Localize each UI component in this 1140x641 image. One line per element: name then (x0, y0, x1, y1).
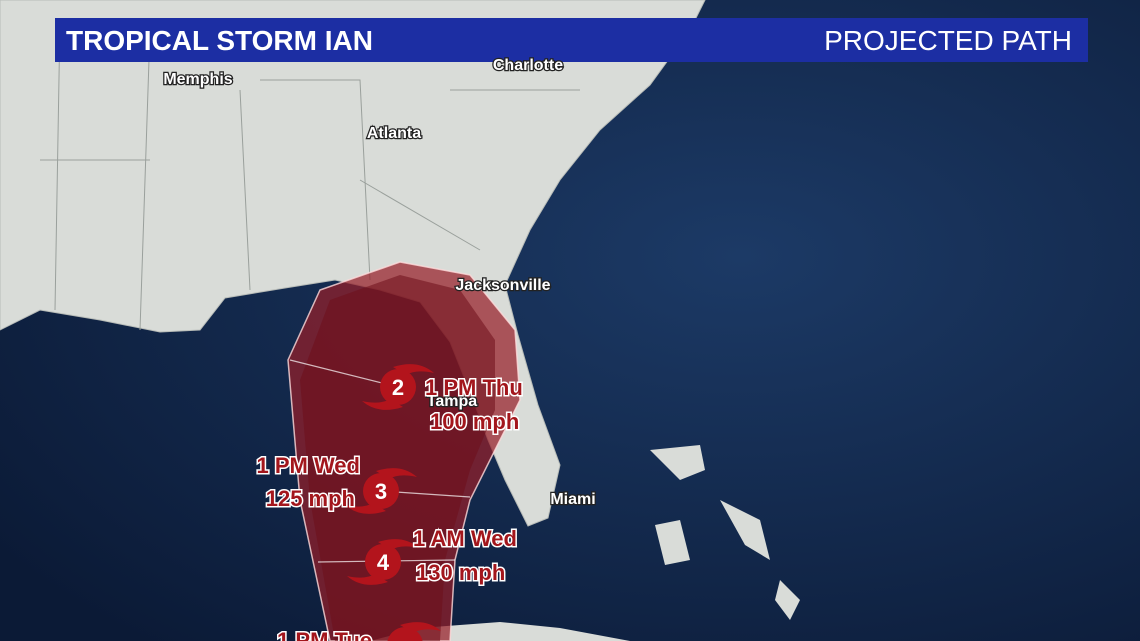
city-label: Charlotte (493, 57, 563, 74)
storm-icons (345, 364, 441, 641)
forecast-time: 1 PM Thu (425, 375, 523, 400)
forecast-time: 1 PM Wed (256, 453, 360, 478)
state-borders (40, 19, 580, 331)
category: 2 (392, 375, 404, 400)
city-label: Atlanta (367, 125, 421, 142)
header-bar (55, 18, 1088, 62)
city-label: Miami (550, 491, 595, 508)
bahamas (650, 445, 800, 620)
forecast-wind: 130 mph (416, 560, 505, 585)
forecast-time: 1 AM Wed (413, 526, 517, 551)
title: TROPICAL STORM IAN (66, 25, 373, 56)
forecast-wind: 100 mph (430, 409, 519, 434)
category: 4 (377, 550, 390, 575)
forecast-time: 1 PM Tue (277, 628, 372, 641)
subtitle: PROJECTED PATH (824, 25, 1072, 56)
land (0, 0, 706, 527)
city-label: Memphis (163, 71, 232, 88)
cone-inner (300, 275, 495, 641)
city-label: Jacksonville (455, 277, 550, 294)
category: 3 (375, 479, 387, 504)
city-label: Tampa (427, 393, 477, 410)
forecast-wind: 125 mph (266, 486, 355, 511)
